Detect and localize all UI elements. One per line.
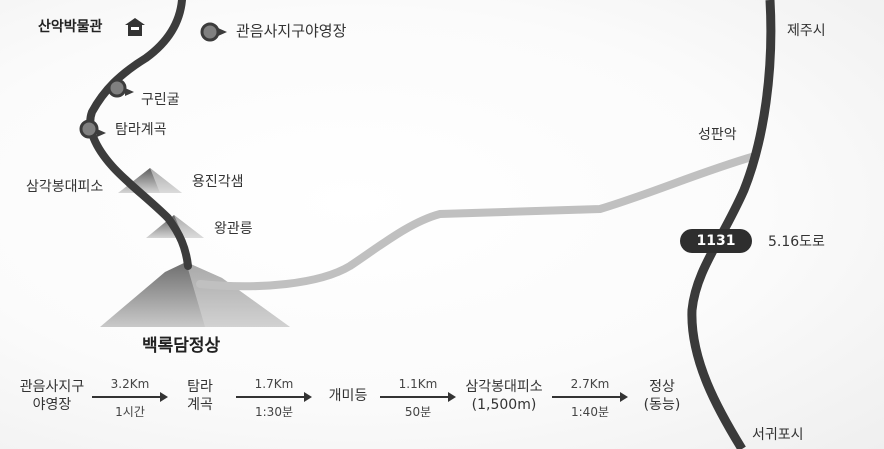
tamna-valley-marker-icon [79,119,106,139]
segment-time: 1:40분 [571,405,609,419]
campground-marker-icon [200,22,227,42]
segment-time: 1:30분 [255,405,293,419]
segment-distance: 1.7Km [254,377,294,391]
gurin-cave-label: 구린굴 [141,92,180,108]
segment-distance: 3.2Km [110,377,150,391]
arrow-right-icon [92,392,168,402]
summit-label: 백록담정상 [142,336,221,356]
route-segment: 1.7Km 1:30분 [236,376,312,419]
segment-distance: 2.7Km [570,377,610,391]
segment-time: 50분 [404,405,432,419]
samgakbong-shelter-label: 삼각봉대피소 [26,179,104,195]
museum-label: 산악박물관 [38,19,103,35]
home-icon [125,18,145,36]
seongpanak-trail [196,152,759,291]
jeju-city-label: 제주시 [787,23,826,39]
route-stop: 삼각봉대피소 (1,500m) [465,379,543,413]
road-name-label: 5.16도로 [768,234,825,250]
gurin-cave-marker-icon [107,78,134,98]
route-stop: 관음사지구 야영장 [19,379,85,413]
route-stop: 개미등 [328,388,368,404]
tamna-valley-label: 탐라계곡 [115,122,167,138]
route-stop: 탐라 계곡 [187,379,213,413]
route-summary: 관음사지구 야영장 3.2Km 1시간 탐라 계곡 1.7Km 1:30분 개미… [0,372,884,442]
segment-time: 1시간 [115,405,145,419]
arrow-right-icon [236,392,312,402]
campground-legend-label: 관음사지구야영장 [236,22,347,40]
seogwipo-city-label: 서귀포시 [752,427,804,443]
route-segment: 3.2Km 1시간 [92,376,168,419]
yongjin-gaksaem-label: 용진각샘 [192,174,244,190]
wanggwalleung-label: 왕관릉 [214,221,253,237]
road-number-badge: 1131 [680,229,752,253]
arrow-right-icon [552,392,628,402]
segment-distance: 1.1Km [398,377,438,391]
route-segment: 1.1Km 50분 [380,376,456,419]
route-stop: 정상 (동능) [643,379,681,413]
seongpanak-label: 성판악 [698,127,737,143]
arrow-right-icon [380,392,456,402]
route-segment: 2.7Km 1:40분 [552,376,628,419]
